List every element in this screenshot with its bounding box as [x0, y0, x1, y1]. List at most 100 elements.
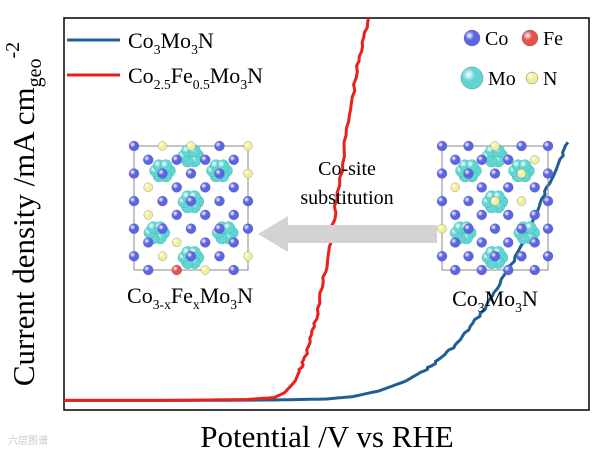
atom-co	[489, 251, 501, 262]
formula-part: Mo	[485, 286, 516, 311]
atom-n	[450, 182, 460, 192]
atom-co	[143, 154, 154, 165]
atom-fe	[171, 264, 182, 276]
element-label-co: Co	[485, 28, 508, 50]
formula-part: N	[247, 63, 263, 88]
atom-co	[542, 223, 554, 234]
atom-co	[242, 195, 254, 207]
atom-co	[503, 209, 514, 221]
atom-co	[185, 168, 197, 179]
atom-n	[157, 141, 168, 151]
formula-part: 0.5	[193, 77, 210, 92]
watermark-text: 六层图谱	[8, 436, 48, 447]
formula-part: Mo	[200, 283, 231, 308]
formula-part: Mo	[161, 28, 192, 53]
crystal-label-pristine: Co3Mo3N	[452, 286, 538, 315]
atom-co	[128, 251, 140, 262]
element-sphere-co	[463, 29, 481, 47]
formula-part: Co	[128, 28, 154, 53]
element-sphere-mo	[460, 66, 484, 90]
formula-part: 3	[154, 42, 161, 57]
element-label-n: N	[543, 68, 557, 90]
atom-co	[185, 251, 197, 262]
atom-co	[489, 168, 501, 179]
series-line-2	[64, 17, 370, 402]
atom-co	[128, 223, 140, 234]
atom-co	[185, 223, 197, 234]
atom-co	[476, 264, 487, 276]
atom-co	[529, 237, 540, 248]
atom-co	[171, 154, 182, 165]
atom-co	[450, 209, 461, 221]
formula-part: N	[198, 28, 214, 53]
element-label-fe: Fe	[543, 28, 563, 50]
atom-co	[200, 209, 211, 221]
atom-co	[503, 182, 514, 193]
atom-co	[463, 168, 474, 179]
formula-part: Co	[127, 283, 153, 308]
legend-label: Co2.5Fe0.5Mo3N	[128, 63, 263, 92]
atom-co	[436, 195, 448, 207]
crystal-structure-doped	[128, 140, 254, 276]
formula-part: Co	[452, 286, 478, 311]
element-sphere-n	[525, 71, 539, 85]
atom-co	[157, 195, 168, 207]
atom-co	[503, 154, 514, 165]
atom-co	[228, 264, 239, 276]
series-line-1	[64, 141, 570, 402]
atom-co	[529, 182, 540, 193]
atom-co	[450, 154, 461, 165]
formula-part: 3	[478, 300, 485, 315]
atom-co	[463, 251, 474, 262]
atom-n	[243, 168, 253, 179]
atom-co	[214, 168, 225, 179]
atom-co	[450, 237, 461, 248]
atom-co	[128, 140, 140, 152]
atom-co	[228, 154, 239, 165]
atom-co	[503, 264, 514, 276]
atom-co	[542, 195, 554, 207]
crystal-label-doped: Co3-xFexMo3N	[127, 283, 253, 312]
formula-part: Fe	[171, 283, 193, 308]
y-axis-label-sub: geo	[24, 59, 46, 88]
plot-frame	[63, 17, 590, 411]
atom-co	[529, 264, 540, 276]
formula-part: 3	[515, 300, 522, 315]
atom-co	[228, 237, 239, 248]
atom-n	[243, 141, 253, 151]
atom-co	[450, 264, 461, 276]
formula-part: Mo	[210, 63, 241, 88]
y-axis-label: Current density /mA cmgeo-2	[2, 42, 46, 386]
atom-co	[200, 154, 211, 165]
formula-part: N	[237, 283, 253, 308]
formula-part: 3	[240, 77, 247, 92]
atom-co	[436, 251, 448, 262]
atom-co	[157, 223, 168, 234]
atom-co	[143, 237, 154, 248]
atom-co	[463, 140, 474, 152]
atom-co	[200, 182, 211, 193]
atom-co	[542, 251, 554, 262]
arrow-text-line2: substitution	[300, 187, 393, 209]
x-axis-label: Potential /V vs RHE	[200, 419, 453, 454]
atom-co	[463, 195, 474, 207]
atom-n	[157, 251, 168, 261]
atom-co	[476, 237, 487, 248]
atom-co	[128, 168, 140, 179]
atom-co	[214, 223, 225, 234]
atom-n	[243, 251, 253, 261]
atom-co	[143, 264, 154, 276]
atom-co	[200, 237, 211, 248]
element-sphere-fe	[521, 29, 539, 47]
atom-n	[186, 141, 196, 151]
formula-part: x	[193, 297, 200, 312]
formula-part: 3	[191, 42, 198, 57]
y-axis-label-sup: -2	[2, 42, 24, 59]
crystal-structure-pristine	[436, 140, 554, 276]
legend-label: Co3Mo3N	[128, 28, 214, 57]
atom-n	[516, 196, 527, 206]
atom-n	[490, 141, 500, 151]
atom-co	[214, 195, 225, 207]
